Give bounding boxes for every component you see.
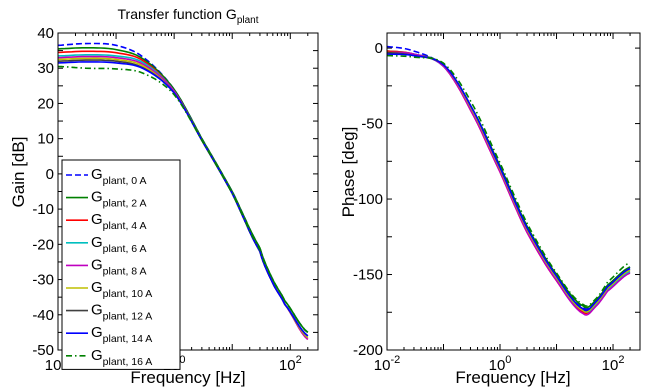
x-tick-label: 102: [602, 354, 625, 374]
y-tick-label: 0: [46, 166, 54, 183]
legend-label: Gplant, 8 A: [91, 256, 146, 277]
y-tick-label: -50: [361, 116, 383, 133]
legend-label: Gplant, 12 A: [91, 302, 152, 323]
y-tick-label: -50: [32, 342, 54, 359]
legend-label: Gplant, 6 A: [91, 234, 146, 255]
y-tick-label: -200: [353, 342, 383, 359]
x-tick-label: 102: [279, 354, 302, 374]
y-tick-label: -150: [353, 267, 383, 284]
x-axis-label: Frequency [Hz]: [130, 368, 245, 387]
series-line-8: [58, 65, 309, 334]
legend-label: Gplant, 10 A: [91, 279, 152, 300]
y-tick-label: -100: [353, 191, 383, 208]
x-axis-label: Frequency [Hz]: [455, 368, 570, 387]
legend-label: Gplant, 0 A: [91, 166, 146, 187]
series-line-7: [387, 53, 631, 312]
series-line-8: [387, 54, 631, 307]
plot-frame: [386, 32, 641, 351]
gain-chart: Transfer function Gplant Gain [dB] Frequ…: [9, 6, 319, 387]
y-axis-label: Gain [dB]: [9, 137, 28, 208]
y-tick-label: 40: [37, 25, 54, 42]
y-tick-label: -20: [32, 236, 54, 253]
y-tick-label: -40: [32, 307, 54, 324]
series-line-1: [387, 50, 631, 309]
legend-label: Gplant, 4 A: [91, 211, 146, 232]
y-tick-label: 20: [37, 95, 54, 112]
x-tick-label: 100: [489, 354, 512, 374]
x-tick-label: 10-2: [374, 354, 400, 374]
legend-label: Gplant, 14 A: [91, 324, 152, 345]
y-axis-label: Phase [deg]: [339, 127, 358, 218]
y-tick-label: 10: [37, 131, 54, 148]
series-group: [58, 42, 309, 340]
chart-title: Transfer function Gplant: [118, 6, 259, 26]
y-tick-label: 0: [375, 40, 383, 57]
y-tick-label: 30: [37, 60, 54, 77]
y-tick-label: -30: [32, 272, 54, 289]
legend-label: Gplant, 16 A: [91, 347, 152, 368]
legend-label: Gplant, 2 A: [91, 189, 146, 210]
series-group: [387, 45, 631, 316]
y-tick-label: -10: [32, 201, 54, 218]
phase-chart: Phase [deg] Frequency [Hz] -200 -150 -100 -…: [339, 32, 641, 387]
series-line-0: [387, 45, 631, 310]
